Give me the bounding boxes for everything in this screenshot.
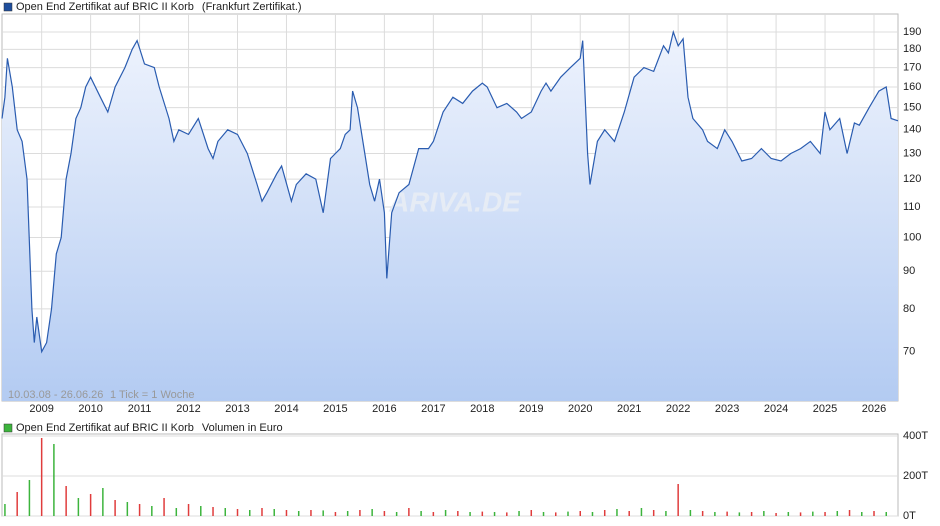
x-tick-label: 2026 — [862, 403, 886, 415]
x-tick-label: 2022 — [666, 403, 690, 415]
watermark: ARIVA.DE — [388, 186, 522, 217]
y-tick-label: 180 — [903, 43, 921, 55]
y-tick-label: 0T — [903, 510, 916, 522]
price-line — [1, 29, 899, 354]
tick-info: 1 Tick = 1 Woche — [110, 389, 194, 401]
x-tick-label: 2009 — [29, 403, 53, 415]
x-tick-label: 2025 — [813, 403, 837, 415]
x-tick-label: 2019 — [519, 403, 543, 415]
y-tick-label: 150 — [903, 102, 921, 114]
legend-swatch — [3, 2, 13, 12]
y-tick-label: 400T — [903, 430, 928, 442]
chart-subtitle: (Frankfurt Zertifikat.) — [202, 1, 302, 13]
x-tick-label: 2018 — [470, 403, 494, 415]
y-tick-label: 140 — [903, 124, 921, 136]
legend-swatch — [3, 423, 13, 433]
x-tick-label: 2020 — [568, 403, 592, 415]
x-tick-label: 2016 — [372, 403, 396, 415]
y-tick-label: 110 — [903, 201, 921, 213]
x-tick-label: 2024 — [764, 403, 788, 415]
y-tick-label: 200T — [903, 470, 928, 482]
y-tick-label: 80 — [903, 303, 915, 315]
x-tick-label: 2015 — [323, 403, 347, 415]
y-tick-label: 70 — [903, 346, 915, 358]
x-tick-label: 2017 — [421, 403, 445, 415]
x-tick-label: 2021 — [617, 403, 641, 415]
x-tick-label: 2023 — [715, 403, 739, 415]
x-tick-label: 2011 — [128, 403, 152, 415]
chart-title: Open End Zertifikat auf BRIC II Korb — [16, 422, 194, 434]
x-tick-label: 2012 — [176, 403, 200, 415]
y-tick-label: 160 — [903, 81, 921, 93]
plot-frame — [1, 433, 899, 517]
x-tick-label: 2014 — [274, 403, 298, 415]
y-tick-label: 170 — [903, 62, 921, 74]
range-label: 10.03.08 - 26.06.26 — [8, 389, 103, 401]
legend-label: Open End Zertifikat auf BRIC II Korb — [16, 1, 194, 13]
y-tick-label: 130 — [903, 147, 921, 159]
y-tick-label: 90 — [903, 265, 915, 277]
chart-subtitle: Volumen in Euro — [202, 422, 283, 434]
area — [2, 32, 898, 401]
x-tick-label: 2010 — [78, 403, 102, 415]
y-tick-label: 120 — [903, 173, 921, 185]
y-tick-label: 100 — [903, 231, 921, 243]
x-tick-label: 2013 — [225, 403, 249, 415]
y-tick-label: 190 — [903, 26, 921, 38]
